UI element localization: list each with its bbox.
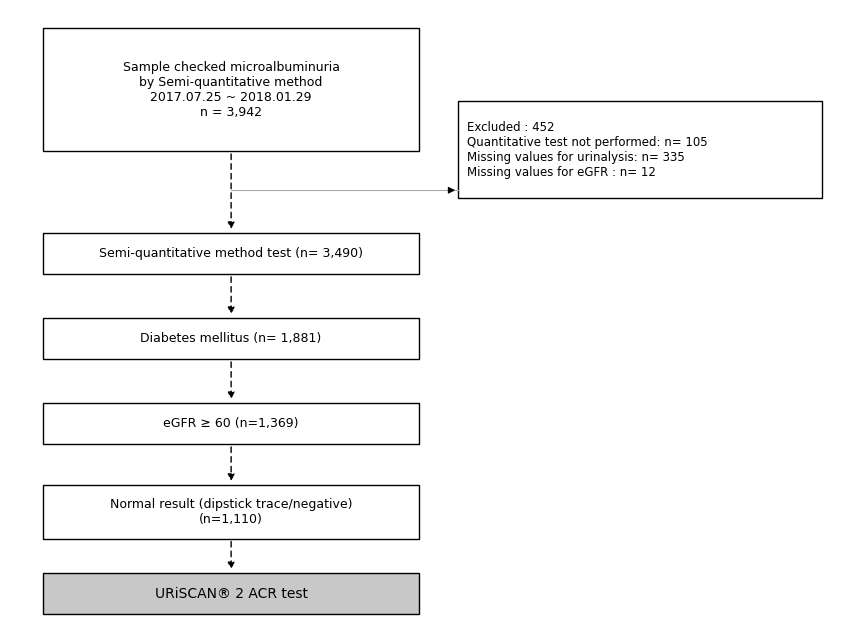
FancyBboxPatch shape	[43, 28, 419, 151]
Text: URiSCAN® 2 ACR test: URiSCAN® 2 ACR test	[155, 587, 307, 601]
Text: Semi-quantitative method test (n= 3,490): Semi-quantitative method test (n= 3,490)	[99, 247, 363, 260]
FancyBboxPatch shape	[43, 318, 419, 359]
Text: Diabetes mellitus (n= 1,881): Diabetes mellitus (n= 1,881)	[140, 332, 322, 345]
Text: eGFR ≥ 60 (n=1,369): eGFR ≥ 60 (n=1,369)	[163, 417, 299, 430]
FancyBboxPatch shape	[43, 403, 419, 444]
FancyBboxPatch shape	[43, 573, 419, 614]
FancyBboxPatch shape	[458, 101, 822, 198]
FancyBboxPatch shape	[43, 485, 419, 539]
Text: Normal result (dipstick trace/negative)
(n=1,110): Normal result (dipstick trace/negative) …	[110, 498, 353, 526]
Text: Excluded : 452
Quantitative test not performed: n= 105
Missing values for urinal: Excluded : 452 Quantitative test not per…	[467, 120, 707, 179]
FancyBboxPatch shape	[43, 233, 419, 274]
Text: Sample checked microalbuminuria
by Semi-quantitative method
2017.07.25 ~ 2018.01: Sample checked microalbuminuria by Semi-…	[122, 60, 340, 119]
